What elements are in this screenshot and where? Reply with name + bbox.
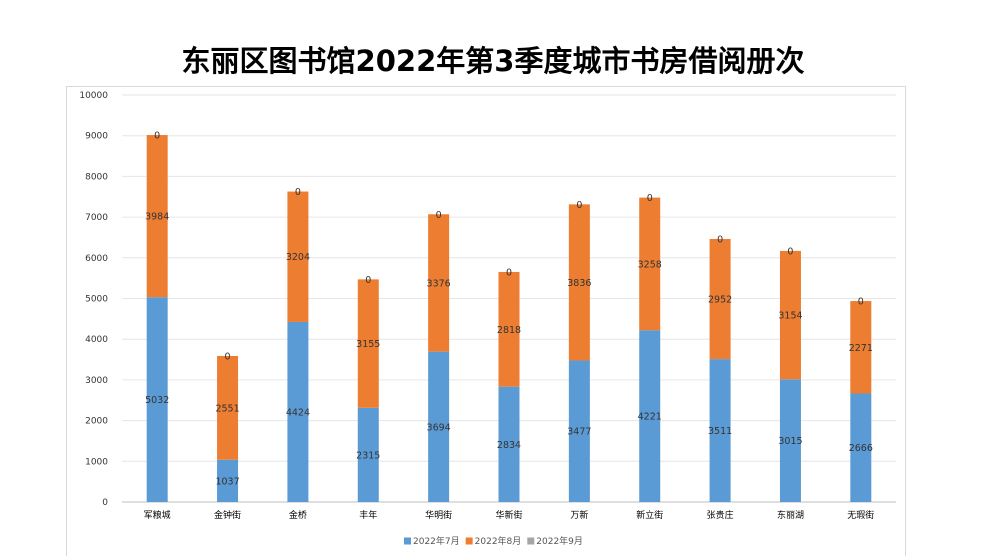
data-label: 0 (436, 210, 442, 221)
y-tick-label: 7000 (85, 213, 108, 223)
data-label: 3836 (567, 278, 591, 289)
data-label: 0 (576, 200, 582, 211)
y-tick-label: 10000 (79, 91, 108, 101)
data-label: 3511 (708, 426, 732, 437)
data-label: 4424 (286, 407, 310, 418)
legend-label: 2022年7月 (413, 535, 460, 547)
bar-segment (568, 204, 590, 361)
y-axis-ticks: 0 1000 2000 3000 4000 5000 6000 7000 8000 9000 100… (79, 91, 108, 508)
bars (146, 135, 872, 502)
data-label: 0 (506, 267, 512, 278)
data-label: 0 (787, 246, 793, 257)
bar-segment (779, 379, 801, 502)
data-label: 2952 (708, 295, 732, 306)
x-category-label: 丰年 (359, 509, 377, 521)
legend: 2022年7月 2022年8月 2022年9月 (404, 535, 583, 547)
x-category-label: 金桥 (289, 509, 307, 521)
data-label: 3984 (145, 212, 169, 223)
data-label: 3376 (427, 278, 451, 289)
y-tick-label: 1000 (85, 457, 108, 467)
data-label: 0 (154, 131, 160, 142)
y-tick-label: 6000 (85, 254, 108, 264)
data-label: 0 (225, 351, 231, 362)
bar-segment (428, 351, 450, 502)
bar-segment (639, 330, 661, 502)
data-label: 0 (858, 297, 864, 308)
x-category-label: 华新街 (495, 509, 522, 521)
data-label: 0 (647, 193, 653, 204)
chart-title: 东丽区图书馆2022年第3季度城市书房借阅册次 (181, 44, 805, 78)
bar-segment (357, 407, 379, 502)
data-label: 2818 (497, 325, 521, 336)
bar-segment (146, 297, 168, 502)
data-label: 2271 (849, 343, 873, 354)
data-label: 0 (717, 234, 723, 245)
bar-segment (709, 359, 731, 502)
y-tick-label: 3000 (85, 376, 108, 386)
x-category-label: 金钟街 (214, 509, 241, 521)
legend-swatch (404, 537, 411, 545)
legend-label: 2022年9月 (536, 535, 583, 547)
x-category-label: 万新 (570, 509, 588, 521)
data-label: 0 (365, 275, 371, 286)
bar-segment (498, 386, 520, 502)
legend-swatch (465, 537, 473, 545)
bar-segment (568, 360, 590, 502)
data-label: 0 (295, 187, 301, 198)
x-category-label: 军粮城 (144, 509, 171, 521)
x-category-label: 东丽湖 (777, 509, 804, 521)
data-label: 3258 (638, 259, 662, 270)
x-category-label: 张贵庄 (707, 509, 734, 521)
y-tick-label: 8000 (85, 172, 108, 182)
legend-swatch (527, 537, 535, 545)
bar-segment (850, 393, 872, 502)
y-tick-label: 4000 (85, 335, 108, 345)
y-tick-label: 2000 (85, 417, 108, 427)
legend-label: 2022年8月 (475, 535, 522, 547)
data-label: 5032 (145, 395, 169, 406)
y-tick-label: 5000 (85, 295, 108, 305)
x-category-label: 无瑕街 (847, 509, 874, 521)
chart-frame (66, 86, 906, 556)
data-label: 2666 (849, 443, 873, 454)
data-label: 3204 (286, 252, 310, 263)
data-label: 3477 (567, 427, 591, 438)
x-category-label: 华明街 (425, 509, 452, 521)
x-axis-categories: 军粮城 金钟街 金桥 丰年 华明街 华新街 万新 新立街 张贵庄 东丽湖 无瑕街 (144, 509, 875, 521)
bar-segment (639, 197, 661, 331)
bar-segment (146, 135, 168, 298)
bar-segment (287, 321, 309, 502)
bar-segment (850, 301, 872, 394)
bar-segment (498, 271, 520, 387)
data-label: 3154 (778, 311, 802, 322)
y-tick-label: 9000 (85, 132, 108, 142)
bar-segment (428, 214, 450, 352)
data-label: 4221 (638, 412, 662, 423)
bar-segment (217, 355, 239, 460)
data-label: 3694 (427, 422, 451, 433)
bar-segment (357, 279, 379, 408)
data-label: 1037 (215, 476, 239, 487)
x-category-label: 新立街 (636, 509, 663, 521)
data-labels: 5032 3984 0 1037 2551 0 4424 3204 0 2315 3155 0 3694… (145, 131, 873, 488)
data-label: 3155 (356, 339, 380, 350)
bar-segment (217, 459, 239, 502)
bar-segment (779, 250, 801, 380)
data-label: 2551 (215, 403, 239, 414)
bar-segment (287, 191, 309, 322)
data-label: 2315 (356, 450, 380, 461)
bar-segment (709, 238, 731, 360)
y-tick-label: 0 (102, 498, 108, 508)
data-label: 3015 (778, 436, 802, 447)
data-label: 2834 (497, 440, 521, 451)
